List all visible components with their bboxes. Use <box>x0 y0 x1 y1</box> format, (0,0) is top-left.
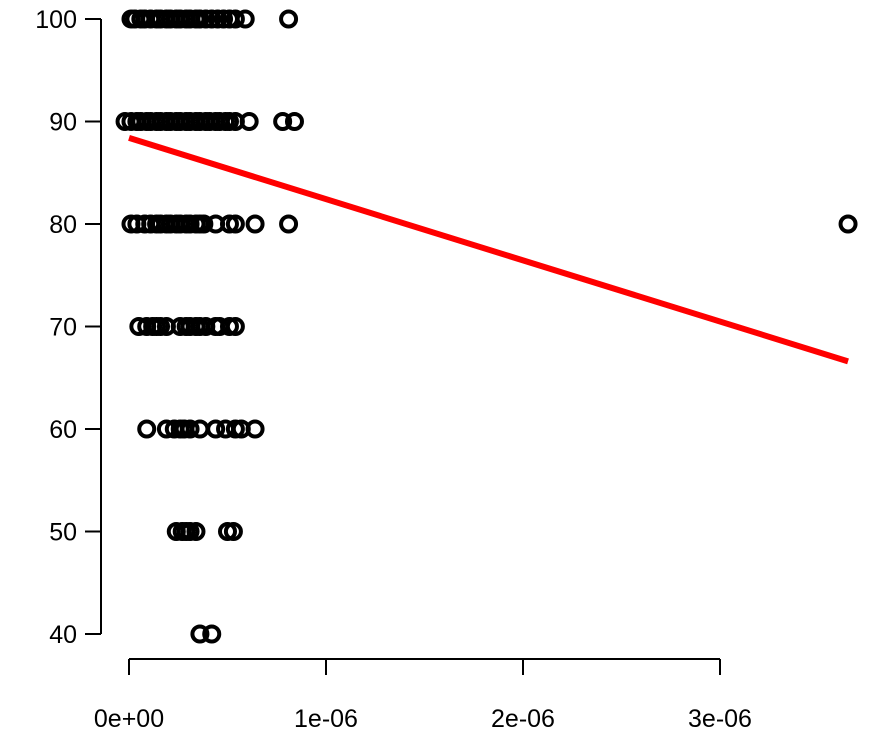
y-tick-label: 80 <box>49 211 77 239</box>
data-point <box>190 624 210 644</box>
data-point <box>151 317 171 336</box>
data-point <box>235 9 255 29</box>
data-point <box>190 9 210 29</box>
data-point <box>196 9 216 29</box>
data-point <box>219 214 239 234</box>
data-point <box>180 419 200 439</box>
data-point <box>206 419 226 439</box>
data-point <box>245 214 265 234</box>
x-tick-label: 0e+00 <box>94 705 164 732</box>
data-point <box>225 419 245 439</box>
data-point <box>284 112 304 131</box>
x-tick-label: 3e-06 <box>688 705 752 732</box>
data-point <box>219 112 239 131</box>
data-point <box>225 9 245 29</box>
y-tick-label: 50 <box>49 519 77 547</box>
data-point <box>218 522 237 541</box>
y-axis: 40 50 60 70 80 90 100 <box>35 6 102 649</box>
y-tick-label: 100 <box>35 6 77 34</box>
y-tick-label: 70 <box>49 314 77 342</box>
data-point <box>279 214 299 234</box>
data-point <box>245 419 265 439</box>
data-point <box>223 522 243 541</box>
data-point <box>219 317 239 336</box>
data-point <box>186 522 206 541</box>
data-point <box>279 9 299 29</box>
x-tick-label: 1e-06 <box>294 705 358 732</box>
data-point <box>838 214 858 234</box>
data-point <box>180 522 200 541</box>
y-tick-label: 40 <box>49 621 77 649</box>
data-points <box>115 9 858 644</box>
data-point <box>214 9 234 29</box>
x-axis: 0e+00 1e-06 2e-06 3e-06 <box>94 658 752 732</box>
data-point <box>208 9 228 29</box>
data-point <box>190 419 210 439</box>
data-point <box>137 419 157 439</box>
y-tick-label: 90 <box>49 109 77 137</box>
data-point <box>194 214 214 234</box>
x-tick-label: 2e-06 <box>491 705 555 732</box>
regression-line <box>128 135 849 365</box>
data-point <box>273 112 293 131</box>
data-point <box>225 214 245 234</box>
data-point <box>202 624 222 644</box>
data-point <box>225 317 245 336</box>
data-point <box>239 112 259 131</box>
fit-line-layer <box>128 135 849 365</box>
data-point <box>202 9 222 29</box>
y-tick-label: 60 <box>49 416 77 444</box>
